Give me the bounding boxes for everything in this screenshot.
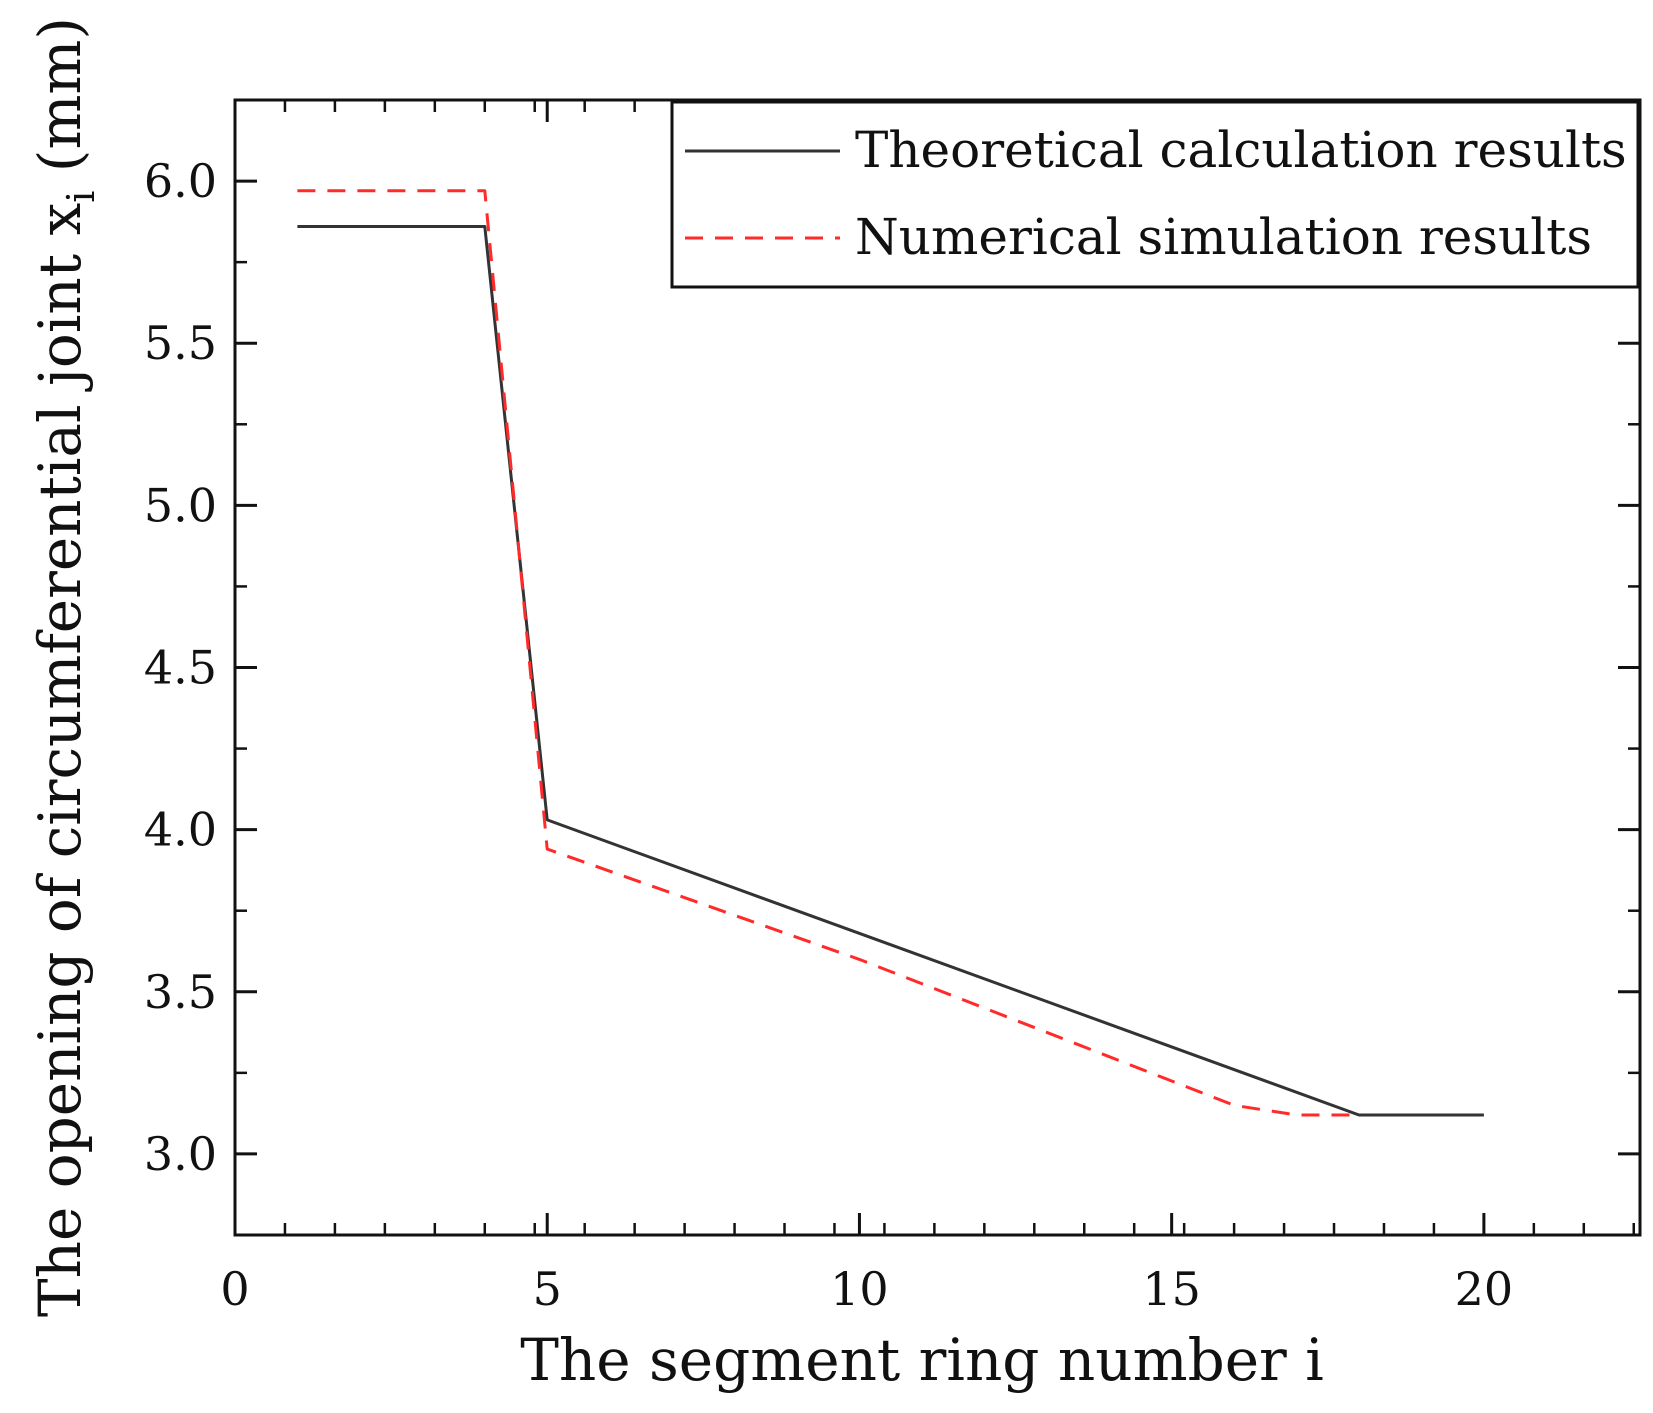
y-tick-labels: 3.0 3.5 4.0 4.5 5.0 5.5 6.0 <box>144 154 217 1181</box>
x-tick-labels: 0 5 10 15 20 <box>220 1262 1513 1316</box>
x-tick-label: 15 <box>1142 1262 1201 1316</box>
y-tick-label: 3.0 <box>144 1127 217 1181</box>
legend-label-theoretical: Theoretical calculation results <box>855 121 1627 179</box>
x-axis-title: The segment ring number i <box>520 1326 1324 1394</box>
y-axis-title-main: The opening of circumferential joint x <box>26 203 94 1317</box>
x-tick-label: 5 <box>533 1262 562 1316</box>
legend-box <box>670 100 1640 289</box>
y-tick-label: 3.5 <box>144 965 217 1019</box>
y-axis-title: The opening of circumferential joint xi … <box>26 17 103 1317</box>
y-axis-title-subscript: i <box>59 191 103 203</box>
series-lines <box>297 189 1484 1117</box>
legend-label-numerical: Numerical simulation results <box>855 208 1592 266</box>
y-tick-label: 4.0 <box>144 803 217 857</box>
y-axis-title-units: (mm) <box>26 17 94 191</box>
y-tick-label: 5.0 <box>144 478 217 532</box>
x-tick-label: 20 <box>1455 1262 1514 1316</box>
y-tick-label: 6.0 <box>144 154 217 208</box>
series-line-0 <box>297 225 1484 1117</box>
x-tick-label: 0 <box>220 1262 249 1316</box>
series-line-1 <box>297 189 1359 1117</box>
legend: Theoretical calculation results Numerica… <box>670 100 1640 289</box>
x-tick-label: 10 <box>830 1262 889 1316</box>
y-tick-label: 4.5 <box>144 641 217 695</box>
y-tick-label: 5.5 <box>144 316 217 370</box>
